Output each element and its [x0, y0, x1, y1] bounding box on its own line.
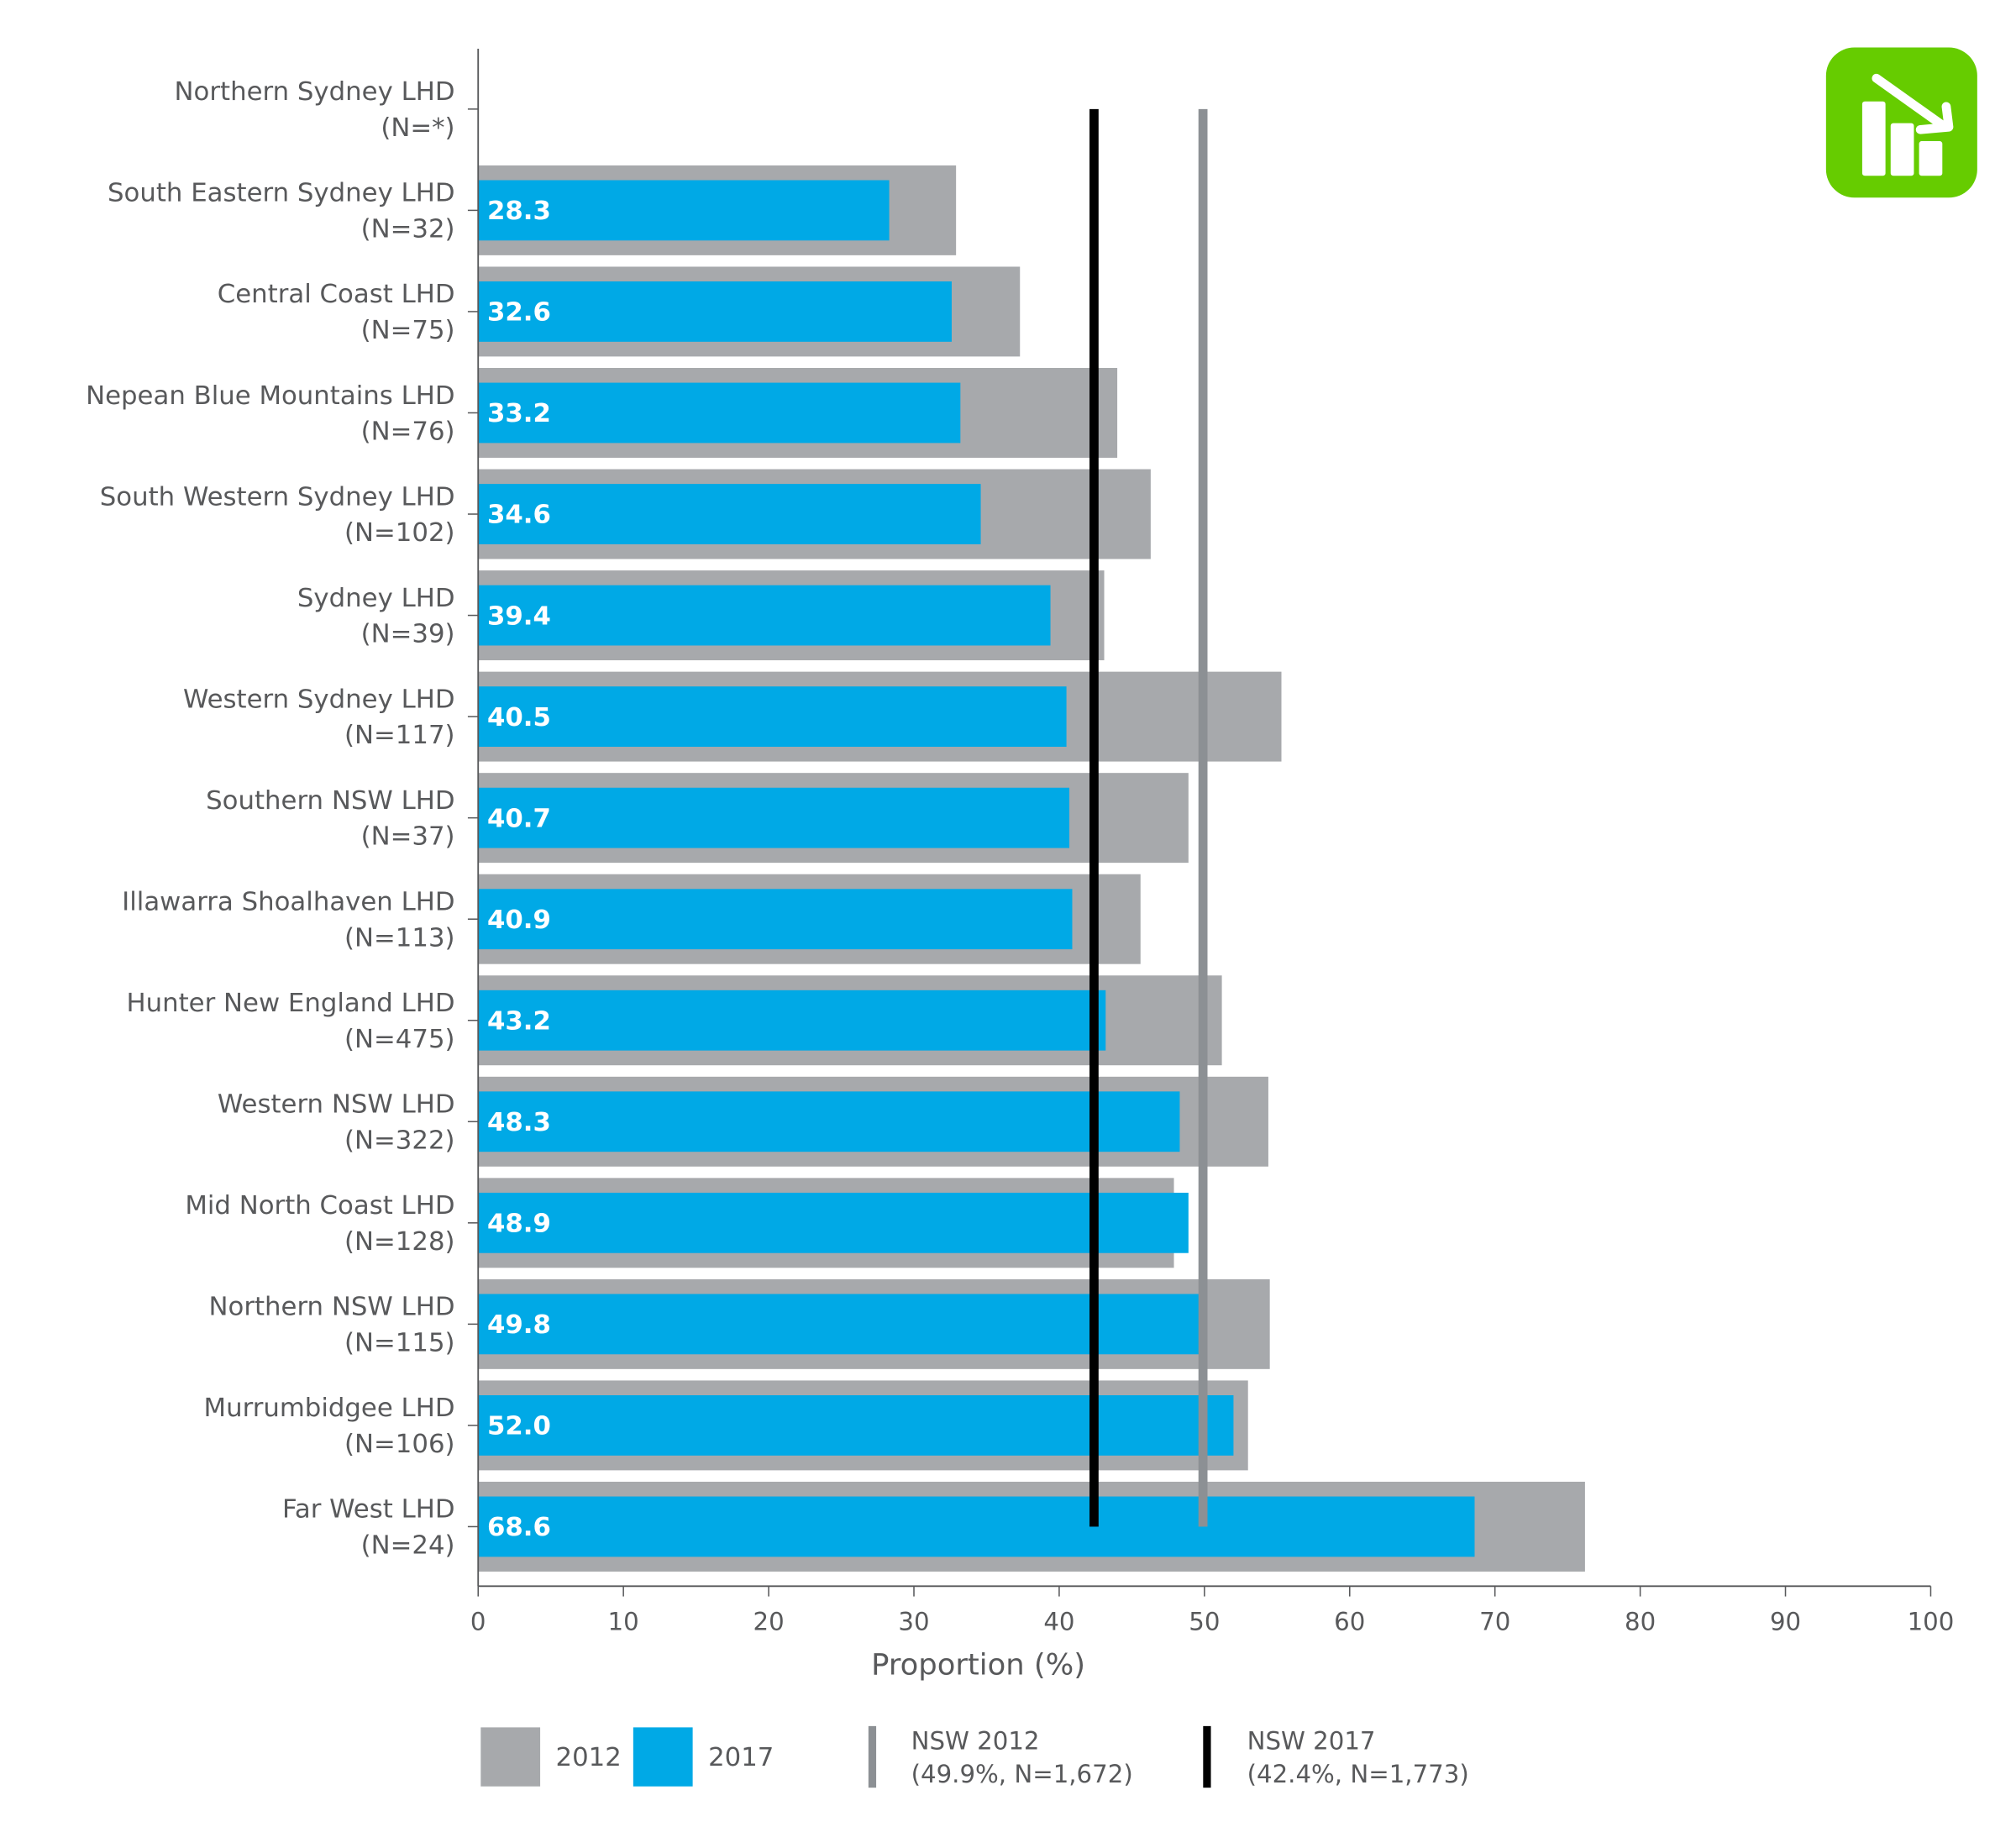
category-n-label: (N=475)	[344, 1025, 455, 1054]
bar-2017	[478, 990, 1106, 1051]
category-n-label: (N=*)	[381, 113, 454, 143]
bar-2017	[478, 686, 1067, 748]
data-label-2017: 34.6	[487, 501, 551, 530]
bar-2017	[478, 1091, 1180, 1152]
category-label: Western NSW LHD	[218, 1090, 455, 1120]
x-tick-label: 0	[470, 1607, 486, 1635]
x-axis-label: Proportion (%)	[871, 1648, 1085, 1683]
bar-2017	[478, 382, 961, 444]
x-tick-label: 60	[1334, 1607, 1365, 1635]
legend-swatch-2017	[633, 1727, 693, 1787]
category-label: Hunter New England LHD	[126, 989, 454, 1018]
category-n-label: (N=75)	[361, 316, 455, 345]
category-n-label: (N=322)	[344, 1126, 455, 1155]
legend-line-nsw-2012	[868, 1725, 877, 1788]
x-tick-label: 100	[1908, 1607, 1955, 1635]
data-label-2017: 39.4	[487, 601, 551, 631]
category-label: Illawarra Shoalhaven LHD	[122, 888, 454, 917]
legend-label-nsw-2012: NSW 2012	[911, 1726, 1040, 1755]
category-label: Southern NSW LHD	[206, 786, 454, 816]
category-label: Far West LHD	[282, 1495, 455, 1525]
bar-2017	[478, 180, 890, 241]
data-label-2017: 48.9	[487, 1210, 551, 1239]
category-label: South Eastern Sydney LHD	[108, 179, 455, 208]
category-n-label: (N=117)	[344, 721, 455, 750]
decreasing-trend-chart-icon	[1825, 47, 1977, 198]
category-label: Western Sydney LHD	[183, 685, 455, 715]
bar-2017	[478, 1496, 1475, 1557]
category-n-label: (N=102)	[344, 518, 455, 548]
x-tick-label: 90	[1770, 1607, 1801, 1635]
legend-detail-nsw-2012: (49.9%, N=1,672)	[911, 1760, 1133, 1788]
category-n-label: (N=24)	[361, 1531, 455, 1561]
bar-2017	[478, 484, 981, 544]
category-label: Sydney LHD	[297, 584, 455, 613]
nsw-2012-line	[1198, 108, 1208, 1527]
x-tick-label: 20	[753, 1607, 784, 1635]
category-n-label: (N=39)	[361, 620, 455, 649]
data-label-2017: 40.7	[487, 804, 551, 833]
legend-detail-nsw-2017: (42.4%, N=1,773)	[1247, 1760, 1469, 1788]
data-label-2017: 40.9	[487, 906, 551, 935]
bar-2017	[478, 1394, 1234, 1456]
category-n-label: (N=128)	[344, 1227, 455, 1257]
legend-label-2017: 2017	[708, 1743, 774, 1772]
bar-2017	[478, 787, 1070, 848]
data-label-2017: 40.5	[487, 703, 551, 732]
bar-2017	[478, 281, 952, 342]
bar-2017	[478, 889, 1073, 950]
data-label-2017: 52.0	[487, 1412, 551, 1441]
category-label: Northern Sydney LHD	[175, 77, 455, 107]
data-label-2017: 48.3	[487, 1108, 551, 1137]
legend-line-nsw-2017	[1203, 1725, 1211, 1788]
legend-swatch-2012	[480, 1727, 541, 1787]
data-label-2017: 28.3	[487, 197, 551, 226]
category-n-label: (N=113)	[344, 923, 455, 953]
legend-label-nsw-2017: NSW 2017	[1247, 1726, 1376, 1755]
bar-2017	[478, 1294, 1202, 1355]
reference-lines	[1089, 108, 1208, 1527]
category-n-label: (N=106)	[344, 1430, 455, 1459]
x-tick-label: 80	[1625, 1607, 1656, 1635]
category-label: Murrumbidgee LHD	[204, 1394, 455, 1423]
category-n-label: (N=37)	[361, 822, 455, 852]
x-tick-label: 30	[898, 1607, 929, 1635]
data-label-2017: 68.6	[487, 1513, 551, 1542]
category-label: Mid North Coast LHD	[185, 1191, 454, 1221]
nsw-2017-line	[1089, 108, 1099, 1527]
x-tick-label: 70	[1479, 1607, 1510, 1635]
x-tick-label: 10	[608, 1607, 639, 1635]
category-label: Nepean Blue Mountains LHD	[86, 381, 454, 411]
category-n-label: (N=76)	[361, 417, 455, 447]
category-n-label: (N=32)	[361, 215, 455, 244]
legend: 2012 2017 NSW 2012 (49.9%, N=1,672) NSW …	[480, 1725, 1469, 1788]
bars-layer: 28.3 32.6 33.2 34.6 39.4 40.5 40.7 40.9 43.2 48.3…	[478, 165, 1585, 1572]
data-label-2017: 43.2	[487, 1007, 551, 1037]
x-tick-label: 50	[1189, 1607, 1220, 1635]
category-label: Northern NSW LHD	[208, 1293, 454, 1322]
data-label-2017: 33.2	[487, 399, 551, 428]
x-tick-label: 40	[1043, 1607, 1074, 1635]
axes: Northern Sydney LHD (N=*) South Eastern Sy…	[86, 49, 1954, 1635]
legend-label-2012: 2012	[556, 1743, 622, 1772]
category-n-label: (N=115)	[344, 1329, 455, 1358]
category-label: Central Coast LHD	[218, 280, 455, 309]
category-label: South Western Sydney LHD	[100, 482, 455, 512]
bar-2017	[478, 1192, 1189, 1253]
data-label-2017: 32.6	[487, 298, 551, 328]
bar-2017	[478, 585, 1051, 646]
data-label-2017: 49.8	[487, 1310, 551, 1340]
